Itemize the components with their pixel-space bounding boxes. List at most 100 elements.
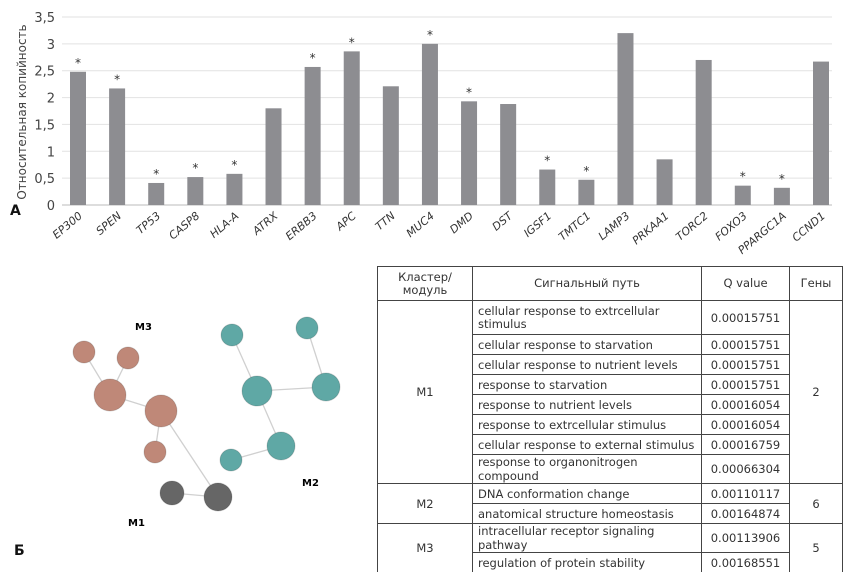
pathway-cell: DNA conformation change <box>472 483 702 504</box>
module-cell: M3 <box>377 523 473 572</box>
bar-casp8 <box>187 177 204 205</box>
network-node-m1 <box>159 480 185 506</box>
bar-prkaa1 <box>656 159 673 205</box>
bar-lamp3 <box>617 33 634 205</box>
header-pathway: Сигнальный путь <box>472 266 702 301</box>
panel-label-b: Б <box>14 543 25 559</box>
qvalue-cell: 0.00164874 <box>701 503 790 524</box>
network-node-m3 <box>93 378 127 412</box>
x-tick-label: TORC2 <box>673 209 710 243</box>
table-row: M2 DNA conformation change 0.00110117 6 <box>377 483 843 524</box>
module-label-m1: M1 <box>128 518 145 529</box>
network-node-m3 <box>143 440 167 464</box>
pathway-cell: response to organonitrogen compound <box>472 454 702 484</box>
network-node-m2 <box>241 375 273 407</box>
significance-marker: * <box>544 154 550 168</box>
header-qvalue: Q value <box>701 266 790 301</box>
bar-apc <box>343 51 360 206</box>
pathway-cell: cellular response to nutrient levels <box>472 354 702 375</box>
significance-marker: * <box>427 28 433 42</box>
qvalue-cell: 0.00015751 <box>701 334 790 355</box>
x-tick-label: ATRX <box>249 209 280 238</box>
x-tick-label: HLA-A <box>207 209 241 240</box>
y-tick-label: 1 <box>47 145 55 160</box>
pathway-cell: cellular response to external stimulus <box>472 434 702 455</box>
qvalue-cell: 0.00066304 <box>701 454 790 484</box>
x-tick-label: DMD <box>447 209 476 236</box>
x-tick-label: ERBB3 <box>283 209 319 243</box>
bar-dst <box>500 104 517 205</box>
bar-foxo3 <box>734 185 751 205</box>
pathway-cell: cellular response to starvation <box>472 334 702 355</box>
qvalue-cell: 0.00168551 <box>701 552 790 572</box>
significance-marker: * <box>466 85 472 99</box>
x-tick-label: DST <box>490 209 516 234</box>
qvalue-cell: 0.00016054 <box>701 414 790 435</box>
y-tick-label: 2 <box>47 92 55 107</box>
x-tick-label: FOXO3 <box>713 209 750 243</box>
bar-ttn <box>382 86 399 205</box>
pathway-cell: anatomical structure homeostasis <box>472 503 702 524</box>
table-row: response to nutrient levels 0.00016054 <box>378 394 843 415</box>
qvalue-cell: 0.00110117 <box>701 483 790 504</box>
pathway-cell: response to starvation <box>472 374 702 395</box>
header-genes: Гены <box>789 266 843 301</box>
bar-muc4 <box>421 43 438 205</box>
bar-torc2 <box>695 59 712 205</box>
bar-atrx <box>265 108 282 205</box>
table-row: cellular response to external stimulus 0.… <box>378 434 843 455</box>
y-tick-label: 2,5 <box>34 65 55 80</box>
x-tick-label: APC <box>333 209 359 234</box>
module-cell: M1 <box>377 300 473 484</box>
module-cell: M2 <box>377 483 473 524</box>
network-node-m2 <box>295 316 319 340</box>
x-tick-label: PRKAA1 <box>630 209 672 247</box>
significance-marker: * <box>192 161 198 175</box>
bar-tp53 <box>148 182 165 205</box>
network-edge <box>160 410 219 498</box>
qvalue-cell: 0.00015751 <box>701 354 790 375</box>
bar-erbb3 <box>304 66 321 205</box>
bar-spen <box>109 88 126 205</box>
genes-cell: 2 <box>789 300 843 484</box>
network-node-m3 <box>144 394 178 428</box>
network-node-m2 <box>311 372 341 402</box>
x-tick-label: TMTC1 <box>556 209 593 243</box>
network-node-m2 <box>266 431 296 461</box>
x-tick-label: TTN <box>373 209 398 233</box>
x-tick-label: SPEN <box>94 209 124 237</box>
module-label-m2: M2 <box>302 478 319 489</box>
pathway-cell: regulation of protein stability <box>472 552 702 572</box>
genes-cell: 6 <box>789 483 843 524</box>
network-node-m3 <box>116 346 140 370</box>
genes-cell: 5 <box>789 523 843 572</box>
significance-marker: * <box>114 72 120 86</box>
network-diagram: M3 M2 M1 <box>72 316 341 529</box>
pathway-table: Кластер/ модуль Сигнальный путь Q value … <box>377 266 843 572</box>
pathway-cell: cellular response to extrcellular stimul… <box>472 300 702 335</box>
network-node-m2 <box>219 448 243 472</box>
x-tick-label: TP53 <box>134 209 163 237</box>
significance-marker: * <box>310 51 316 65</box>
qvalue-cell: 0.00016054 <box>701 394 790 415</box>
module-label-m3: M3 <box>135 322 152 333</box>
table-row: M3 intracellular receptor signaling pathw… <box>377 523 843 572</box>
bar-hla-a <box>226 173 243 205</box>
x-tick-label: LAMP3 <box>596 209 633 243</box>
table-row: regulation of protein stability 0.0016855… <box>378 552 843 572</box>
y-tick-label: 0,5 <box>34 172 55 187</box>
x-tick-label: CASP8 <box>166 209 202 242</box>
bar-ppargc1a <box>773 187 790 205</box>
bar-tmtc1 <box>578 179 595 205</box>
qvalue-cell: 0.00015751 <box>701 374 790 395</box>
header-cluster: Кластер/ модуль <box>377 266 473 301</box>
qvalue-cell: 0.00015751 <box>701 300 790 335</box>
network-node-m1 <box>203 482 233 512</box>
table-row: anatomical structure homeostasis 0.001648… <box>378 503 843 524</box>
x-tick-label: EP300 <box>50 209 85 241</box>
bar-dmd <box>461 101 478 205</box>
significance-marker: * <box>779 172 785 186</box>
bar-ep300 <box>70 71 86 205</box>
significance-marker: * <box>583 164 589 178</box>
